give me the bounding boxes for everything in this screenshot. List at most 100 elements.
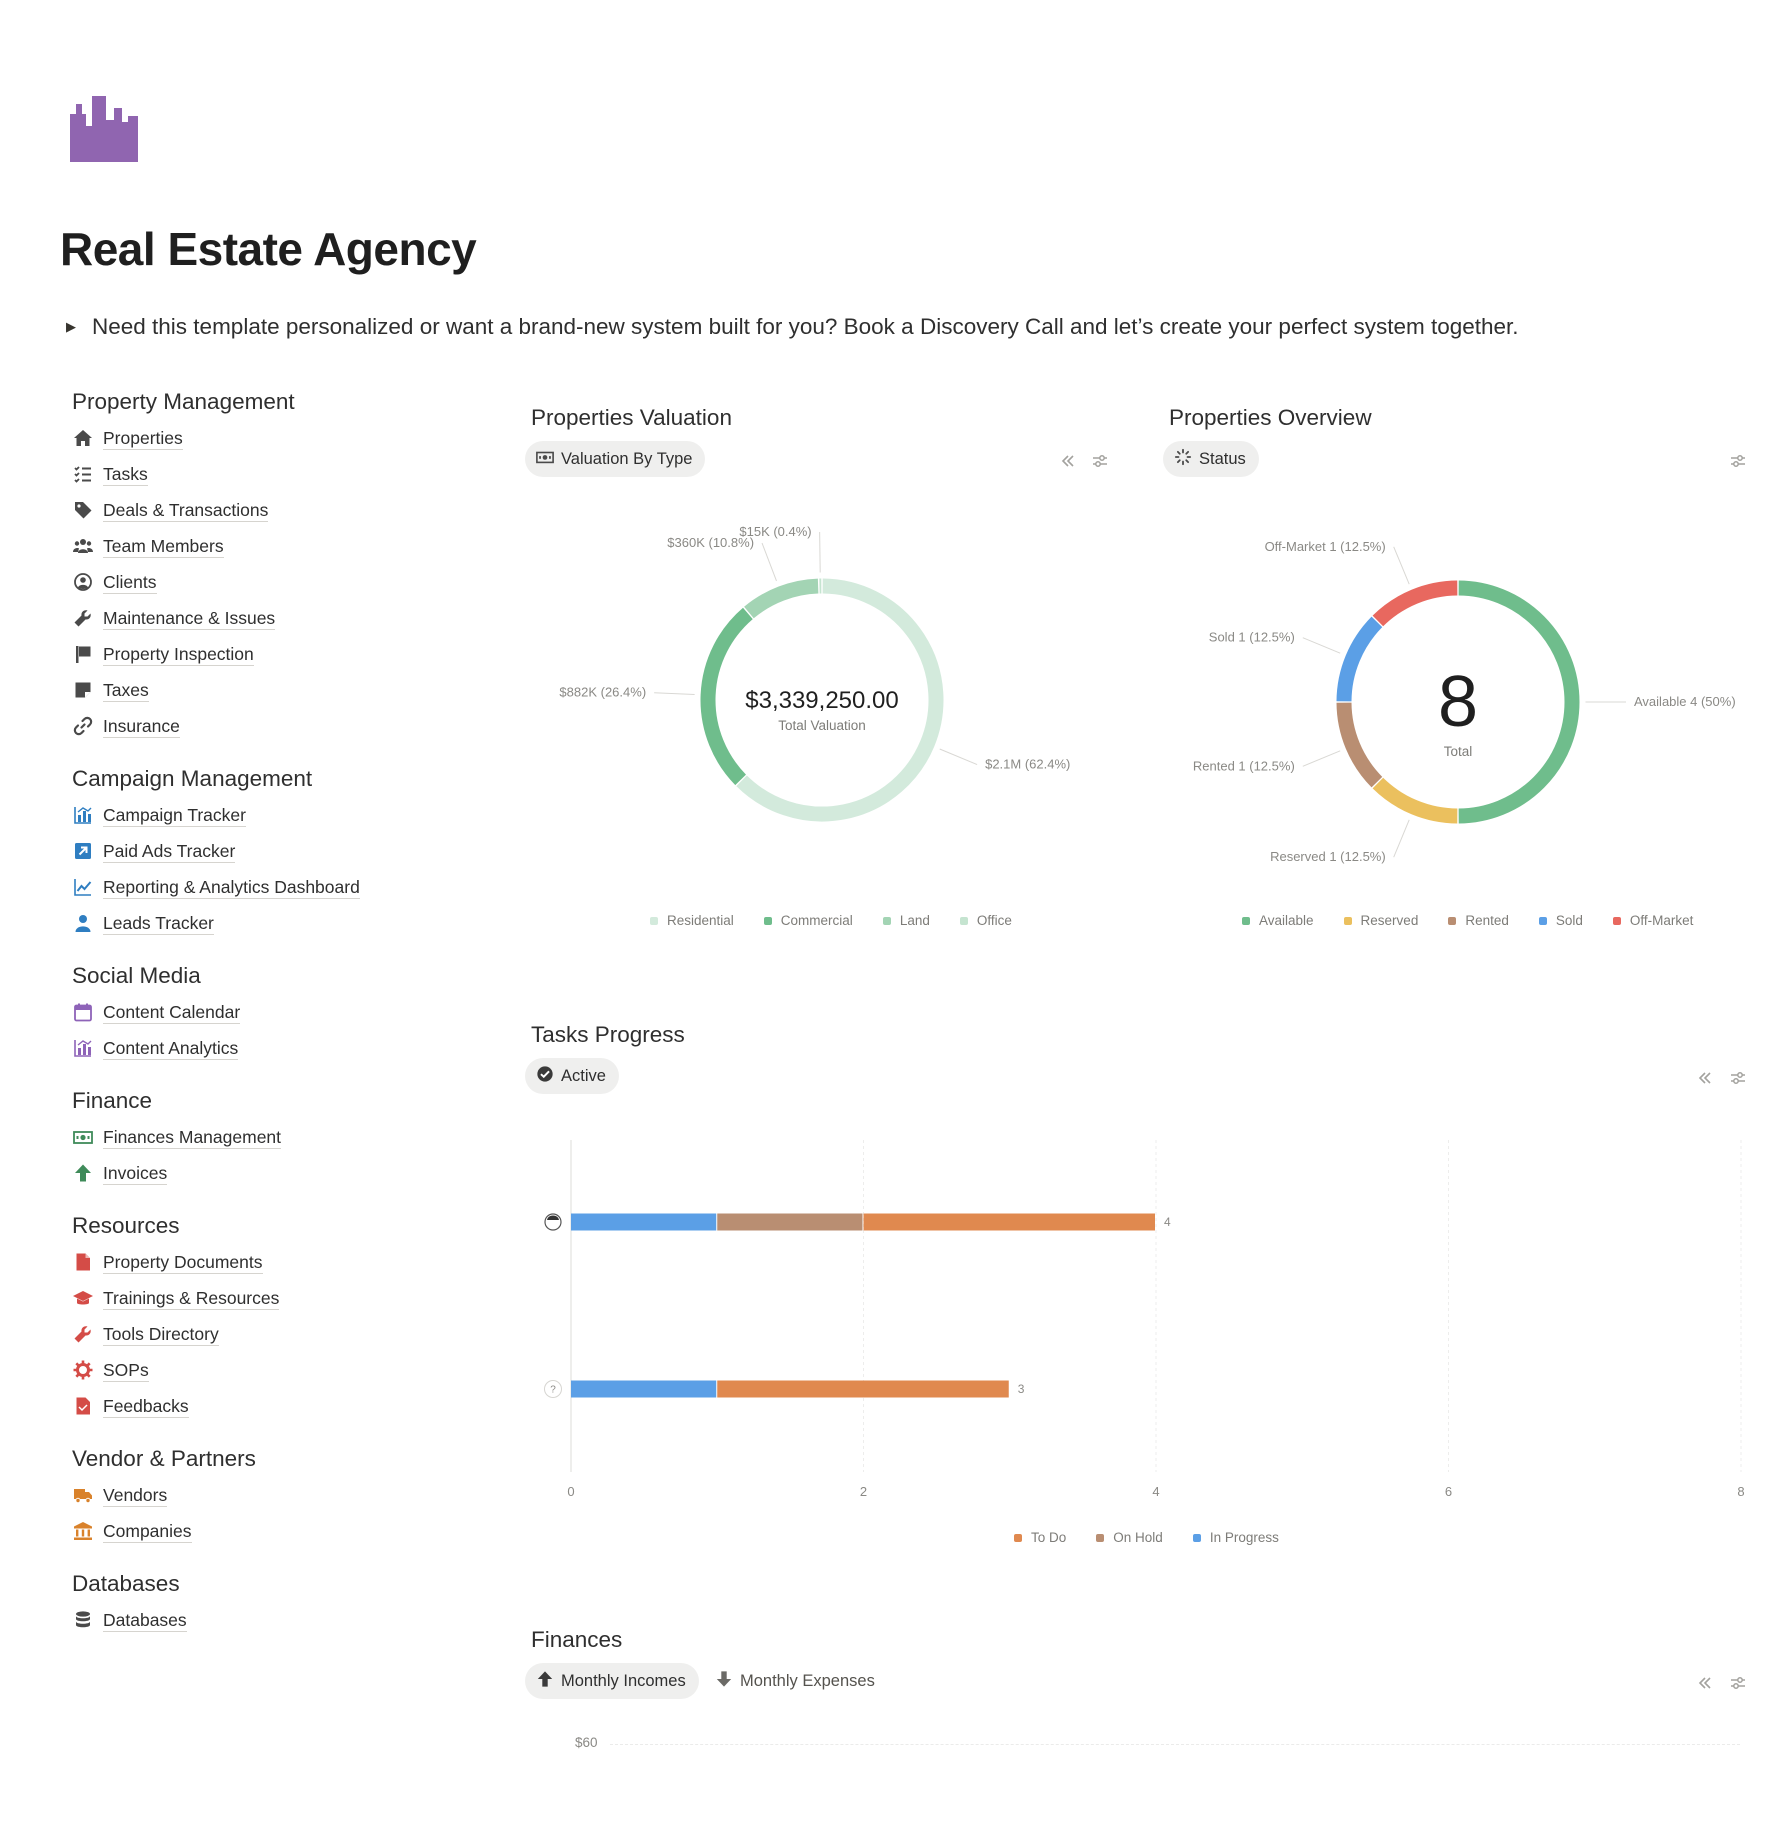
arrow-up-icon	[72, 1162, 94, 1184]
filter-sliders-icon[interactable]	[1090, 451, 1110, 471]
sidebar-item-companies[interactable]: Companies	[72, 1513, 492, 1549]
sidebar-item-paid-ads-tracker[interactable]: Paid Ads Tracker	[72, 833, 492, 869]
sidebar-item-label: Clients	[103, 571, 157, 594]
legend-label: In Progress	[1209, 1530, 1279, 1545]
collapse-chevrons-icon[interactable]	[1695, 1673, 1715, 1693]
nav-section: Finance Finances Management Invoices	[72, 1083, 492, 1191]
sidebar-item-finances-management[interactable]: Finances Management	[72, 1119, 492, 1155]
sidebar-item-content-analytics[interactable]: Content Analytics	[72, 1030, 492, 1066]
sidebar-item-deals-and-transactions[interactable]: Deals & Transactions	[72, 492, 492, 528]
overview-view-tab[interactable]: Status	[1163, 441, 1259, 477]
truck-icon	[72, 1484, 94, 1506]
bar-segment-to-do	[863, 1213, 1155, 1231]
slice-off-market	[1372, 580, 1458, 627]
arrow-down-icon	[715, 1670, 740, 1693]
legend-item-available[interactable]: Available	[1242, 913, 1314, 928]
arrow-up-icon	[536, 1670, 561, 1693]
filter-sliders-icon[interactable]	[1728, 451, 1748, 471]
filter-sliders-icon[interactable]	[1728, 1068, 1748, 1088]
tasks-title: Tasks Progress	[531, 1022, 685, 1047]
sidebar-item-trainings-and-resources[interactable]: Trainings & Resources	[72, 1280, 492, 1316]
legend-item-commercial[interactable]: Commercial	[763, 913, 853, 928]
legend-item-on-hold[interactable]: On Hold	[1096, 1530, 1163, 1545]
sidebar-item-clients[interactable]: Clients	[72, 564, 492, 600]
sidebar-item-insurance[interactable]: Insurance	[72, 708, 492, 744]
sidebar-item-feedbacks[interactable]: Feedbacks	[72, 1388, 492, 1424]
sidebar-item-content-calendar[interactable]: Content Calendar	[72, 994, 492, 1030]
bank-icon	[72, 1520, 94, 1542]
legend-swatch	[1096, 1533, 1105, 1542]
sidebar-item-label: Companies	[103, 1520, 192, 1543]
sidebar-item-label: Team Members	[103, 535, 224, 558]
sidebar-item-sops[interactable]: SOPs	[72, 1352, 492, 1388]
slice-leader-line	[1393, 819, 1410, 858]
legend-item-off-market[interactable]: Off-Market	[1612, 913, 1693, 928]
slice-available	[1458, 580, 1580, 824]
finances-tab-monthly-incomes[interactable]: Monthly Incomes	[525, 1663, 699, 1699]
sidebar-item-reporting-and-analytics-dashboard[interactable]: Reporting & Analytics Dashboard	[72, 869, 492, 905]
legend-item-land[interactable]: Land	[882, 913, 930, 928]
collapse-chevrons-icon[interactable]	[1695, 1068, 1715, 1088]
callout-toggle[interactable]: ▶ Need this template personalized or wan…	[66, 314, 1519, 340]
legend-label: Land	[899, 913, 930, 928]
sidebar-item-campaign-tracker[interactable]: Campaign Tracker	[72, 797, 492, 833]
page-icon-buildings	[70, 94, 138, 162]
overview-legend: Available Reserved Rented Sold Off-Market	[1242, 913, 1693, 928]
overview-title: Properties Overview	[1169, 405, 1372, 430]
sidebar-item-properties[interactable]: Properties	[72, 420, 492, 456]
feedback-doc-icon	[72, 1395, 94, 1417]
sidebar-item-label: Paid Ads Tracker	[103, 840, 236, 863]
finances-y-tick: $60	[575, 1735, 598, 1750]
x-tick-label: 4	[1152, 1484, 1159, 1499]
tasks-view-label: Active	[561, 1066, 606, 1085]
finances-tab-monthly-expenses[interactable]: Monthly Expenses	[704, 1663, 888, 1699]
nav-section: Social Media Content Calendar Content Anal…	[72, 958, 492, 1066]
finances-title: Finances	[531, 1627, 623, 1652]
nav-section-heading: Campaign Management	[72, 766, 313, 791]
finances-gridline	[610, 1744, 1740, 1745]
loading-icon	[1174, 448, 1199, 471]
slice-reserved	[1372, 777, 1458, 824]
sidebar-item-maintenance-and-issues[interactable]: Maintenance & Issues	[72, 600, 492, 636]
banknote-icon	[72, 1126, 94, 1148]
donut-center-label: Total	[1444, 744, 1473, 759]
valuation-view-tab[interactable]: Valuation By Type	[525, 441, 706, 477]
sidebar-item-databases[interactable]: Databases	[72, 1602, 492, 1638]
sidebar-item-property-documents[interactable]: Property Documents	[72, 1244, 492, 1280]
sidebar-item-invoices[interactable]: Invoices	[72, 1155, 492, 1191]
nav-section-heading: Property Management	[72, 389, 295, 414]
legend-item-sold[interactable]: Sold	[1538, 913, 1583, 928]
sidebar-item-team-members[interactable]: Team Members	[72, 528, 492, 564]
toggle-triangle-icon[interactable]: ▶	[66, 319, 76, 334]
sidebar-item-tasks[interactable]: Tasks	[72, 456, 492, 492]
collapse-chevrons-icon[interactable]	[1058, 451, 1078, 471]
donut-center-value: 8	[1438, 662, 1478, 742]
legend-item-reserved[interactable]: Reserved	[1343, 913, 1419, 928]
tasks-view-tab[interactable]: Active	[525, 1058, 619, 1094]
legend-label: Residential	[667, 913, 734, 928]
legend-item-to-do[interactable]: To Do	[1014, 1530, 1066, 1545]
sidebar-item-label: Feedbacks	[103, 1395, 189, 1418]
sidebar-item-tools-directory[interactable]: Tools Directory	[72, 1316, 492, 1352]
arrow-square-icon	[72, 840, 94, 862]
sidebar-item-label: Reporting & Analytics Dashboard	[103, 876, 360, 899]
legend-swatch	[650, 916, 658, 925]
unassigned-question-mark: ?	[550, 1385, 556, 1396]
slice-leader-line	[1393, 546, 1410, 585]
sidebar-item-vendors[interactable]: Vendors	[72, 1477, 492, 1513]
legend-label: Reserved	[1360, 913, 1419, 928]
sidebar-item-property-inspection[interactable]: Property Inspection	[72, 636, 492, 672]
legend-item-office[interactable]: Office	[959, 913, 1012, 928]
unassigned-circle	[544, 1380, 562, 1398]
slice-leader-line	[939, 748, 978, 766]
filter-sliders-icon[interactable]	[1728, 1673, 1748, 1693]
database-icon	[72, 1609, 94, 1631]
legend-item-residential[interactable]: Residential	[650, 913, 734, 928]
sidebar-item-leads-tracker[interactable]: Leads Tracker	[72, 905, 492, 941]
legend-label: Available	[1259, 913, 1314, 928]
legend-item-in-progress[interactable]: In Progress	[1192, 1530, 1279, 1545]
sidebar-item-taxes[interactable]: Taxes	[72, 672, 492, 708]
legend-item-rented[interactable]: Rented	[1448, 913, 1509, 928]
calendar-icon	[72, 1001, 94, 1023]
bar-segment-on-hold	[717, 1213, 863, 1231]
